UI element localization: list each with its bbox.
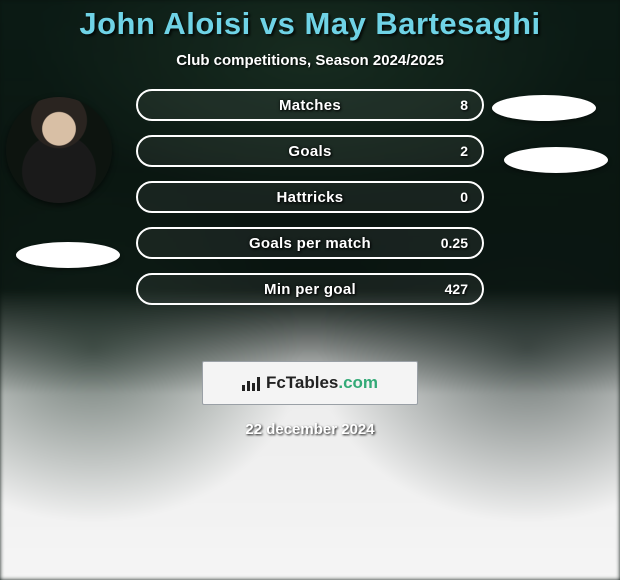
chart-icon [242,375,260,391]
stat-value: 0.25 [441,235,468,251]
stat-value: 0 [460,189,468,205]
stat-row: Goals 2 [136,135,484,167]
compare-area: Matches 8 Goals 2 Hattricks 0 Goals per match 0… [0,97,620,347]
logo-suffix: .com [338,373,378,392]
date-text: 22 december 2024 [0,421,620,438]
stat-row: Min per goal 427 [136,273,484,305]
stats-rows: Matches 8 Goals 2 Hattricks 0 Goals per match 0… [136,89,484,319]
subtitle-text: Club competitions, Season 2024/2025 [0,52,620,69]
logo-prefix: Fc [266,373,286,392]
player2-name: May Bartesaghi [305,6,541,41]
player1-country-pill [16,242,120,268]
page-title: John Aloisi vs May Bartesaghi [0,6,620,42]
player2-pill-2 [504,147,608,173]
stat-value: 427 [445,281,468,297]
player1-name: John Aloisi [79,6,250,41]
stat-label: Matches [279,97,341,114]
stat-value: 2 [460,143,468,159]
player1-avatar [6,97,112,203]
stat-label: Hattricks [277,189,344,206]
stat-value: 8 [460,97,468,113]
stat-label: Min per goal [264,281,356,298]
vs-text: vs [260,6,295,41]
player2-pill-1 [492,95,596,121]
logo-box[interactable]: FcTables.com [202,361,418,405]
stat-row: Matches 8 [136,89,484,121]
stat-label: Goals [288,143,331,160]
logo-text: FcTables.com [266,373,378,393]
stat-row: Hattricks 0 [136,181,484,213]
content-root: John Aloisi vs May Bartesaghi Club compe… [0,0,620,438]
stat-row: Goals per match 0.25 [136,227,484,259]
stat-label: Goals per match [249,235,371,252]
logo-main: Tables [286,373,339,392]
